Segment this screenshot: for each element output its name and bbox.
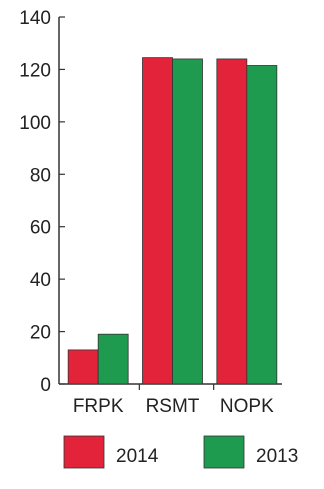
bar-nopk-2013 bbox=[246, 65, 278, 385]
y-tick-label: 40 bbox=[30, 270, 51, 291]
legend-label: 2014 bbox=[116, 446, 159, 467]
y-tick-label: 60 bbox=[30, 218, 51, 239]
bar-rsmt-2014 bbox=[142, 57, 173, 385]
bar-rsmt-2013 bbox=[172, 58, 203, 385]
y-tick-label: 120 bbox=[19, 60, 51, 81]
y-tick-label: 0 bbox=[40, 375, 51, 396]
legend-label: 2013 bbox=[256, 446, 298, 467]
axes: 0 20 40 60 80 100 120 140 FRPK RSMT NOPK bbox=[19, 8, 282, 417]
x-tick-label: NOPK bbox=[220, 396, 274, 417]
bar-frpk-2014 bbox=[67, 349, 99, 385]
x-tick-label: FRPK bbox=[73, 396, 124, 417]
y-tick-label: 140 bbox=[19, 8, 51, 29]
y-tick-label: 100 bbox=[19, 113, 51, 134]
bars bbox=[67, 57, 278, 385]
y-tick-label: 80 bbox=[30, 165, 51, 186]
legend-swatch-2014 bbox=[63, 435, 105, 469]
y-tick-label: 20 bbox=[30, 323, 51, 344]
bar-frpk-2013 bbox=[97, 333, 129, 385]
legend: 2014 2013 bbox=[63, 435, 298, 469]
legend-swatch-2013 bbox=[203, 435, 245, 469]
bar-nopk-2014 bbox=[216, 58, 248, 385]
x-tick-label: RSMT bbox=[146, 396, 200, 417]
